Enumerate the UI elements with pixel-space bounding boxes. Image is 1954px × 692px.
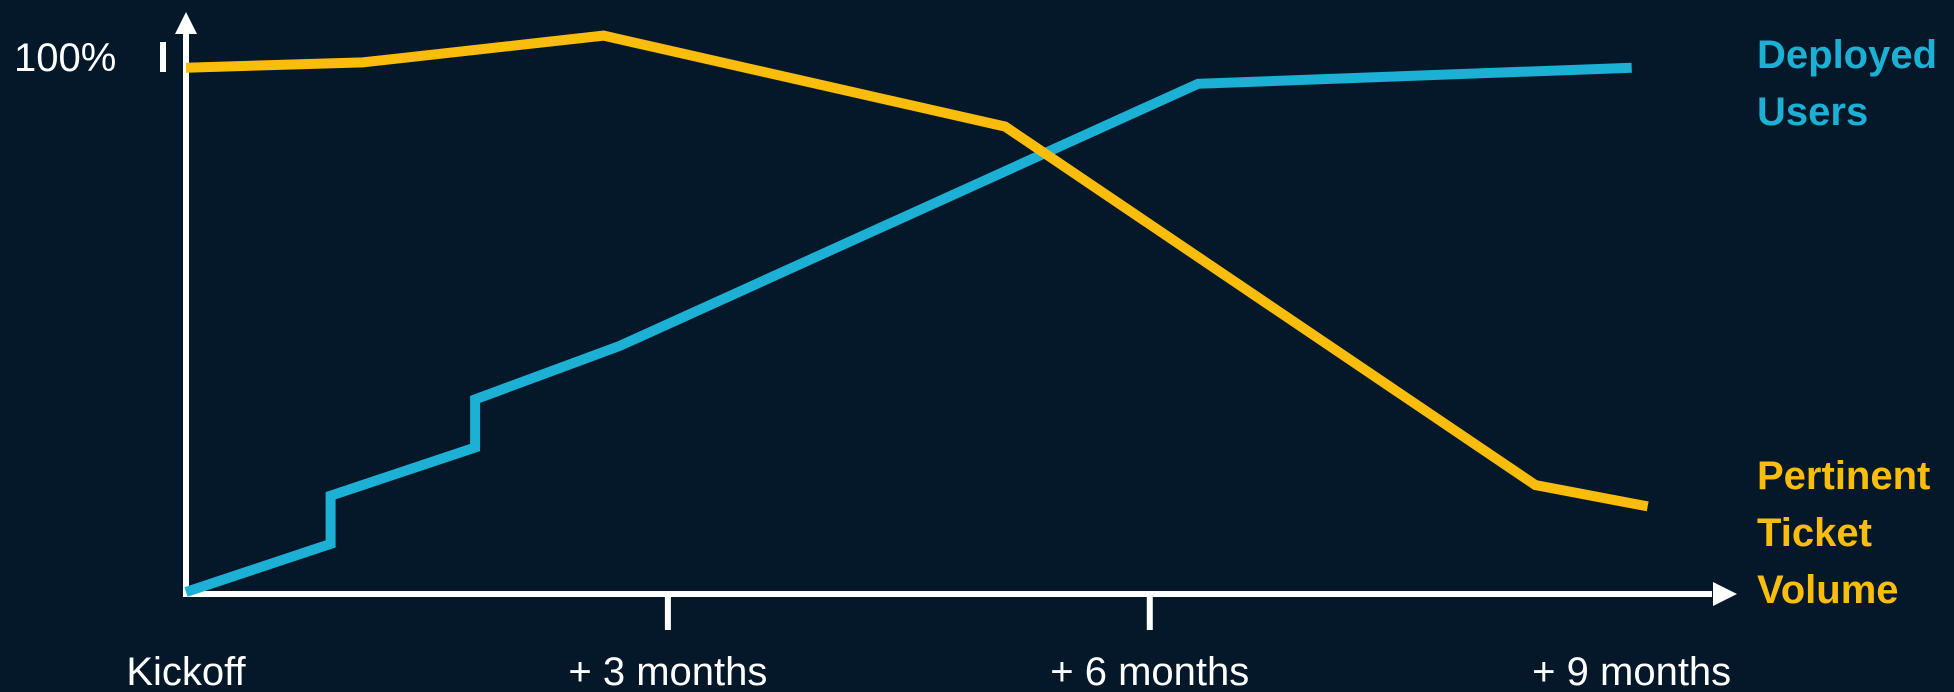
x-tick-label: + 3 months xyxy=(568,650,767,692)
legend-pertinent-ticket-volume: Pertinent Ticket Volume xyxy=(1757,454,1930,612)
legend: Deployed Users Pertinent Ticket Volume xyxy=(1757,33,1937,612)
legend-deployed-users: Deployed Users xyxy=(1757,33,1937,134)
series-line-pertinent-ticket-volume xyxy=(185,30,1649,512)
legend-label-line: Deployed xyxy=(1757,33,1937,77)
x-tick-label: + 6 months xyxy=(1050,650,1249,692)
legend-label-line: Ticket xyxy=(1757,511,1872,555)
x-ticks: Kickoff + 3 months + 6 months + 9 months xyxy=(126,597,1731,692)
x-axis-arrowhead xyxy=(1713,582,1737,606)
legend-label-line: Users xyxy=(1757,90,1868,134)
x-tick-label: + 9 months xyxy=(1532,650,1731,692)
axes xyxy=(175,12,1737,606)
legend-label-line: Pertinent xyxy=(1757,454,1930,498)
y-axis-arrowhead xyxy=(175,12,197,34)
x-tick-label: Kickoff xyxy=(126,650,246,692)
legend-label-line: Volume xyxy=(1757,568,1899,612)
series-line-deployed-users xyxy=(184,62,1632,597)
series-group xyxy=(184,30,1649,597)
y-ticks: 100% xyxy=(14,36,166,80)
y-tick-label: 100% xyxy=(14,36,116,80)
